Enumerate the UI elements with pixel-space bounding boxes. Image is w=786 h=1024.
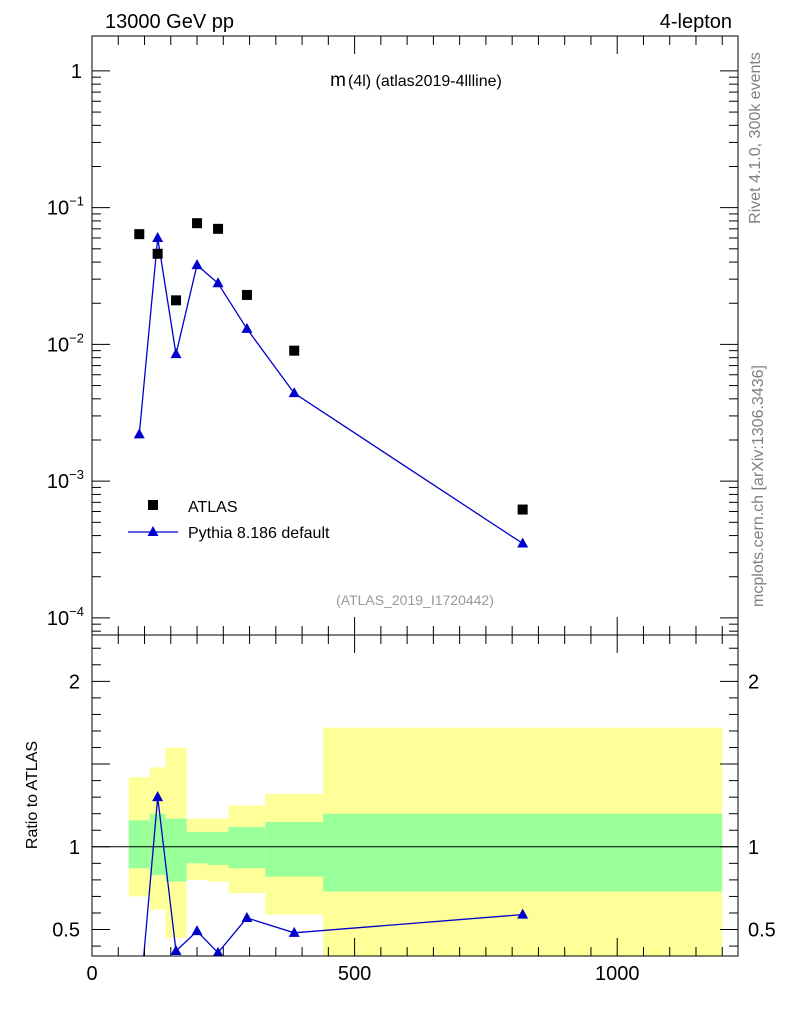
ratio-mc-point [288, 926, 300, 937]
mc-point [170, 348, 182, 359]
mc-point [212, 277, 224, 288]
main-y-tick-label: 10−3 [47, 467, 84, 493]
ratio-inner-band [265, 821, 324, 877]
data-point [241, 289, 252, 300]
analysis-reference: (ATLAS_2019_I1720442) [336, 592, 494, 608]
x-tick-label: 1000 [595, 963, 640, 985]
ratio-mc-point [191, 925, 203, 936]
ratio-mc-point [152, 791, 164, 802]
data-point [289, 345, 300, 356]
legend-data-label: ATLAS [188, 499, 238, 516]
ratio-inner-band [228, 826, 266, 869]
mc-point [191, 259, 203, 270]
data-point [517, 504, 528, 515]
mc-point [517, 537, 529, 548]
ratio-y-tick-label-right: 0.5 [748, 920, 776, 942]
ratio-mc-point [517, 908, 529, 919]
mcplots-label: mcplots.cern.ch [arXiv:1306.3436] [750, 365, 767, 607]
plot-title-m: m [330, 70, 346, 91]
ratio-inner-band [207, 831, 229, 865]
plot-title-rest: (4l) (atlas2019-4llline) [348, 73, 502, 90]
mc-point [152, 231, 164, 242]
mc-line [138, 237, 524, 545]
main-y-tick-label: 1 [71, 61, 82, 83]
ratio-y-tick-label-right: 1 [748, 837, 759, 859]
header-process: 13000 GeV pp [105, 11, 234, 33]
legend-data-marker [148, 500, 158, 510]
data-point [134, 229, 145, 240]
mc-point [133, 428, 145, 439]
ratio-panel: 0.5 0.5 1 1 2 2 0 500 1000 Ratio to ATLAS [24, 634, 776, 1011]
ratio-inner-band [323, 813, 723, 892]
ratio-y-axis-label: Ratio to ATLAS [24, 741, 41, 849]
ratio-mc-point [170, 945, 182, 956]
ratio-y-tick-label-left: 2 [69, 671, 80, 693]
legend-mc-label: Pythia 8.186 default [188, 525, 330, 542]
data-point [192, 218, 203, 229]
main-y-tick-label: 10−1 [47, 194, 84, 220]
main-y-tick-label: 10−2 [47, 330, 84, 356]
ratio-y-tick-label-left: 0.5 [52, 920, 80, 942]
ratio-mc-point [212, 946, 224, 956]
rivet-label: Rivet 4.1.0, 300k events [747, 52, 764, 224]
plot-title: m (4l) (atlas2019-4llline) [330, 70, 502, 91]
main-panel-frame [91, 35, 739, 636]
ratio-inner-band [128, 820, 150, 869]
ratio-y-tick-label-right: 2 [748, 671, 759, 693]
ratio-mc-point [241, 911, 253, 922]
legend-mc-marker [147, 526, 159, 536]
ratio-panel-frame [91, 634, 739, 957]
header-channel: 4-lepton [660, 11, 732, 33]
legend: ATLAS Pythia 8.186 default [128, 499, 330, 542]
x-tick-label: 500 [338, 963, 371, 985]
data-point [213, 223, 224, 234]
x-tick-label: 0 [86, 963, 97, 985]
data-point [171, 295, 182, 306]
main-panel: 1 10−1 10−2 10−3 10−4 m (4l) (atlas2019-4llli… [47, 35, 739, 636]
ratio-mc-line [143, 797, 523, 956]
mc-point [241, 322, 253, 333]
ratio-inner-band [186, 831, 208, 864]
mc-point [288, 387, 300, 398]
ratio-y-tick-label-left: 1 [69, 837, 80, 859]
ratio-mc-point [134, 1001, 145, 1011]
main-y-tick-label: 10−4 [47, 604, 84, 630]
data-point [152, 248, 163, 259]
ratio-inner-band [165, 818, 187, 882]
